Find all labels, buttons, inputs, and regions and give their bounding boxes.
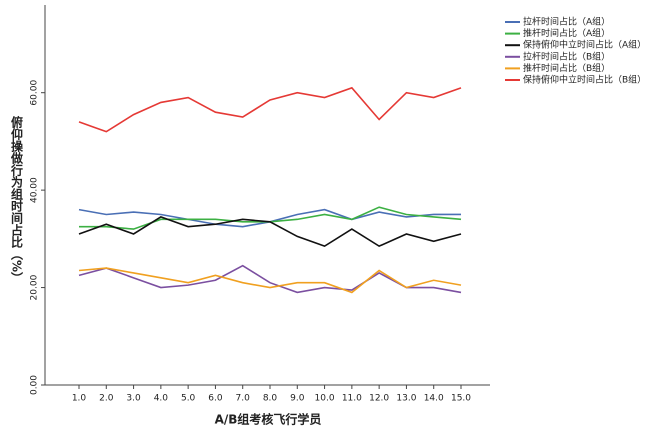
- series-line: [78, 267, 462, 294]
- series-line: [78, 264, 462, 294]
- series-line: [79, 206, 462, 230]
- y-tick-label: 20.00: [30, 274, 40, 300]
- x-tick-label: 3.0: [126, 394, 141, 404]
- x-tick-label: 9.0: [290, 394, 305, 404]
- legend-label: 拉杆时间占比（A组）: [523, 16, 610, 28]
- x-tick-label: 7.0: [236, 394, 251, 404]
- legend-label: 推杆时间占比（B组）: [523, 62, 610, 74]
- series-line: [78, 208, 461, 228]
- x-tick-label: 14.0: [424, 394, 444, 404]
- x-tick-label: 8.0: [263, 394, 278, 404]
- x-tick-label: 1.0: [72, 394, 87, 404]
- legend-label: 拉杆时间占比（B组）: [523, 50, 610, 62]
- x-tick-label: 13.0: [396, 394, 416, 404]
- y-tick-label: 60.00: [30, 80, 40, 106]
- series-line: [78, 216, 462, 248]
- legend-label: 推杆时间占比（A组）: [523, 27, 610, 39]
- x-tick-label: 4.0: [154, 394, 169, 404]
- x-tick-label: 6.0: [208, 394, 223, 404]
- legend-label: 保持俯仰中立时间占比（A组）: [523, 39, 646, 51]
- x-tick-label: 2.0: [99, 394, 114, 404]
- y-axis-label: 俯仰操做行为组时间占比（%）: [10, 115, 24, 284]
- x-tick-label: 5.0: [181, 394, 196, 404]
- legend-label: 保持俯仰中立时间占比（B组）: [523, 74, 646, 86]
- x-axis-label: A/B组考核飞行学员: [215, 412, 322, 427]
- x-tick-label: 12.0: [369, 394, 389, 404]
- series-line: [78, 86, 462, 133]
- x-tick-label: 11.0: [342, 394, 362, 404]
- x-tick-label: 10.0: [315, 394, 335, 404]
- y-tick-label: 0.00: [30, 375, 40, 395]
- x-tick-label: 15.0: [451, 394, 471, 404]
- y-tick-label: 40.00: [30, 177, 40, 203]
